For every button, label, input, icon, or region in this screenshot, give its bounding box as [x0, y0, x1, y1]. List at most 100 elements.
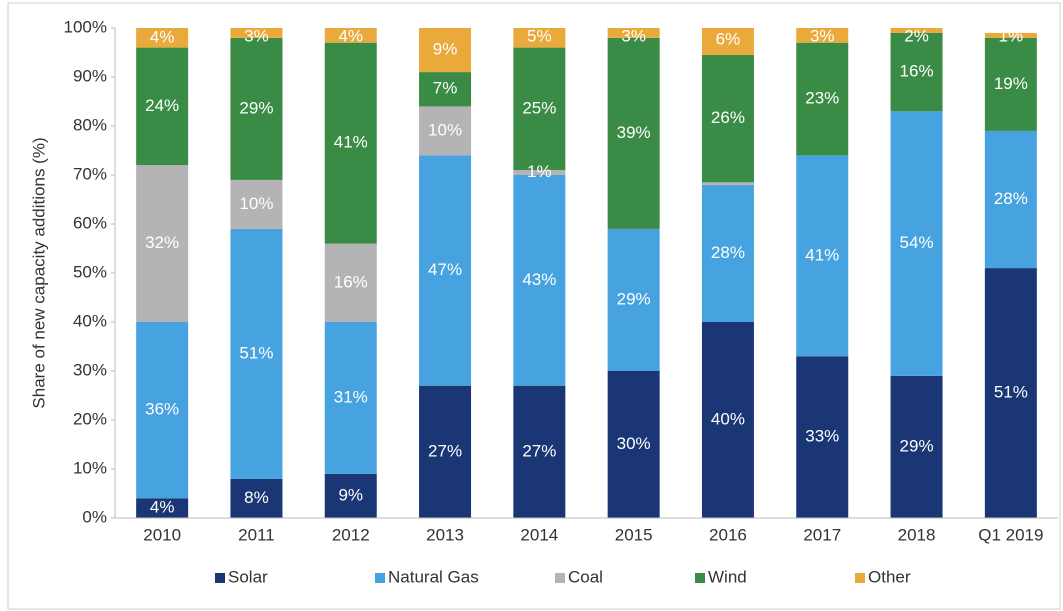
legend-label: Other — [868, 567, 911, 586]
bar-segment — [701, 54, 754, 183]
data-label: 51% — [994, 383, 1028, 402]
bar-segment — [984, 37, 1037, 131]
data-label: 1% — [527, 162, 552, 181]
bar-segment — [701, 28, 754, 55]
bar-segment — [984, 32, 1037, 38]
x-tick-label: 2013 — [426, 525, 464, 544]
data-label: 36% — [145, 400, 179, 419]
bar-segment — [984, 130, 1037, 269]
data-label: 7% — [433, 79, 458, 98]
data-label: 4% — [338, 26, 363, 45]
y-tick-label: 80% — [73, 115, 107, 134]
data-label: 54% — [900, 233, 934, 252]
bar-segment — [324, 42, 377, 244]
data-label: 2% — [904, 26, 929, 45]
legend-label: Solar — [228, 567, 268, 586]
data-label: 10% — [239, 194, 273, 213]
legend-swatch — [695, 573, 705, 583]
y-tick-label: 60% — [73, 213, 107, 232]
bar-segment — [890, 111, 943, 376]
bar-segment — [513, 47, 566, 171]
data-label: 4% — [150, 27, 175, 46]
bar-segment — [230, 228, 283, 479]
x-tick-label: 2017 — [803, 525, 841, 544]
legend-label: Coal — [568, 567, 603, 586]
data-label: 5% — [527, 26, 552, 45]
legend-swatch — [855, 573, 865, 583]
data-label: 31% — [334, 387, 368, 406]
bar-segment — [890, 32, 943, 112]
bar-segment — [230, 28, 283, 38]
bar-segment — [607, 228, 660, 371]
plot-area — [136, 28, 1037, 518]
data-label: 39% — [617, 123, 651, 142]
bar-segment — [419, 28, 472, 73]
bar-segment — [230, 37, 283, 180]
x-tick-label: 2016 — [709, 525, 747, 544]
legend-swatch — [375, 573, 385, 583]
y-tick-label: 70% — [73, 164, 107, 183]
data-label: 9% — [433, 40, 458, 59]
data-label: 25% — [522, 98, 556, 117]
x-tick-label: 2012 — [332, 525, 370, 544]
data-label: 30% — [617, 434, 651, 453]
data-label: 19% — [994, 74, 1028, 93]
data-label: 26% — [711, 108, 745, 127]
bar-segment — [890, 28, 943, 33]
data-label: 3% — [621, 26, 646, 45]
x-tick-label: 2014 — [520, 525, 558, 544]
bar-segment — [513, 170, 566, 175]
bar-segment — [796, 356, 849, 518]
data-label: 6% — [716, 30, 741, 49]
data-label: 24% — [145, 96, 179, 115]
bar-segment — [419, 155, 472, 386]
y-tick-label: 50% — [73, 262, 107, 281]
bar-segment — [324, 28, 377, 43]
legend-label: Wind — [708, 567, 747, 586]
bar-segment — [324, 243, 377, 322]
data-label: 9% — [338, 485, 363, 504]
bar-segment — [419, 106, 472, 156]
x-tick-label: 2018 — [898, 525, 936, 544]
data-label: 8% — [244, 488, 269, 507]
bar-segment — [513, 385, 566, 518]
data-label: 28% — [994, 189, 1028, 208]
data-label: 1% — [999, 26, 1024, 45]
y-tick-label: 100% — [64, 17, 107, 36]
bar-segment — [796, 155, 849, 357]
data-label: 10% — [428, 120, 462, 139]
data-label: 41% — [805, 245, 839, 264]
bar-segment — [136, 322, 189, 499]
data-label: 3% — [810, 26, 835, 45]
x-tick-label: 2015 — [615, 525, 653, 544]
bar-segment — [136, 498, 189, 518]
bar-segment — [513, 175, 566, 386]
bar-segment — [607, 28, 660, 38]
data-label: 40% — [711, 409, 745, 428]
data-label: 32% — [145, 233, 179, 252]
legend-label: Natural Gas — [388, 567, 479, 586]
y-tick-label: 90% — [73, 66, 107, 85]
legend-swatch — [555, 573, 565, 583]
data-label: 43% — [522, 270, 556, 289]
bar-segment — [513, 28, 566, 48]
bar-segment — [136, 165, 189, 322]
data-label: 27% — [428, 441, 462, 460]
bar-segment — [701, 322, 754, 518]
bar-segment — [607, 37, 660, 229]
y-tick-label: 10% — [73, 458, 107, 477]
bar-segment — [701, 184, 754, 322]
data-label: 51% — [239, 343, 273, 362]
x-tick-label: 2011 — [238, 525, 275, 544]
y-tick-label: 30% — [73, 360, 107, 379]
legend-swatch — [215, 573, 225, 583]
data-label: 4% — [150, 498, 175, 517]
data-label: 27% — [522, 441, 556, 460]
bar-segment — [230, 478, 283, 518]
bar-segment — [796, 28, 849, 43]
data-label: 33% — [805, 427, 839, 446]
bar-segment — [136, 47, 189, 166]
bar-segment — [984, 268, 1037, 518]
data-label: 28% — [711, 243, 745, 262]
